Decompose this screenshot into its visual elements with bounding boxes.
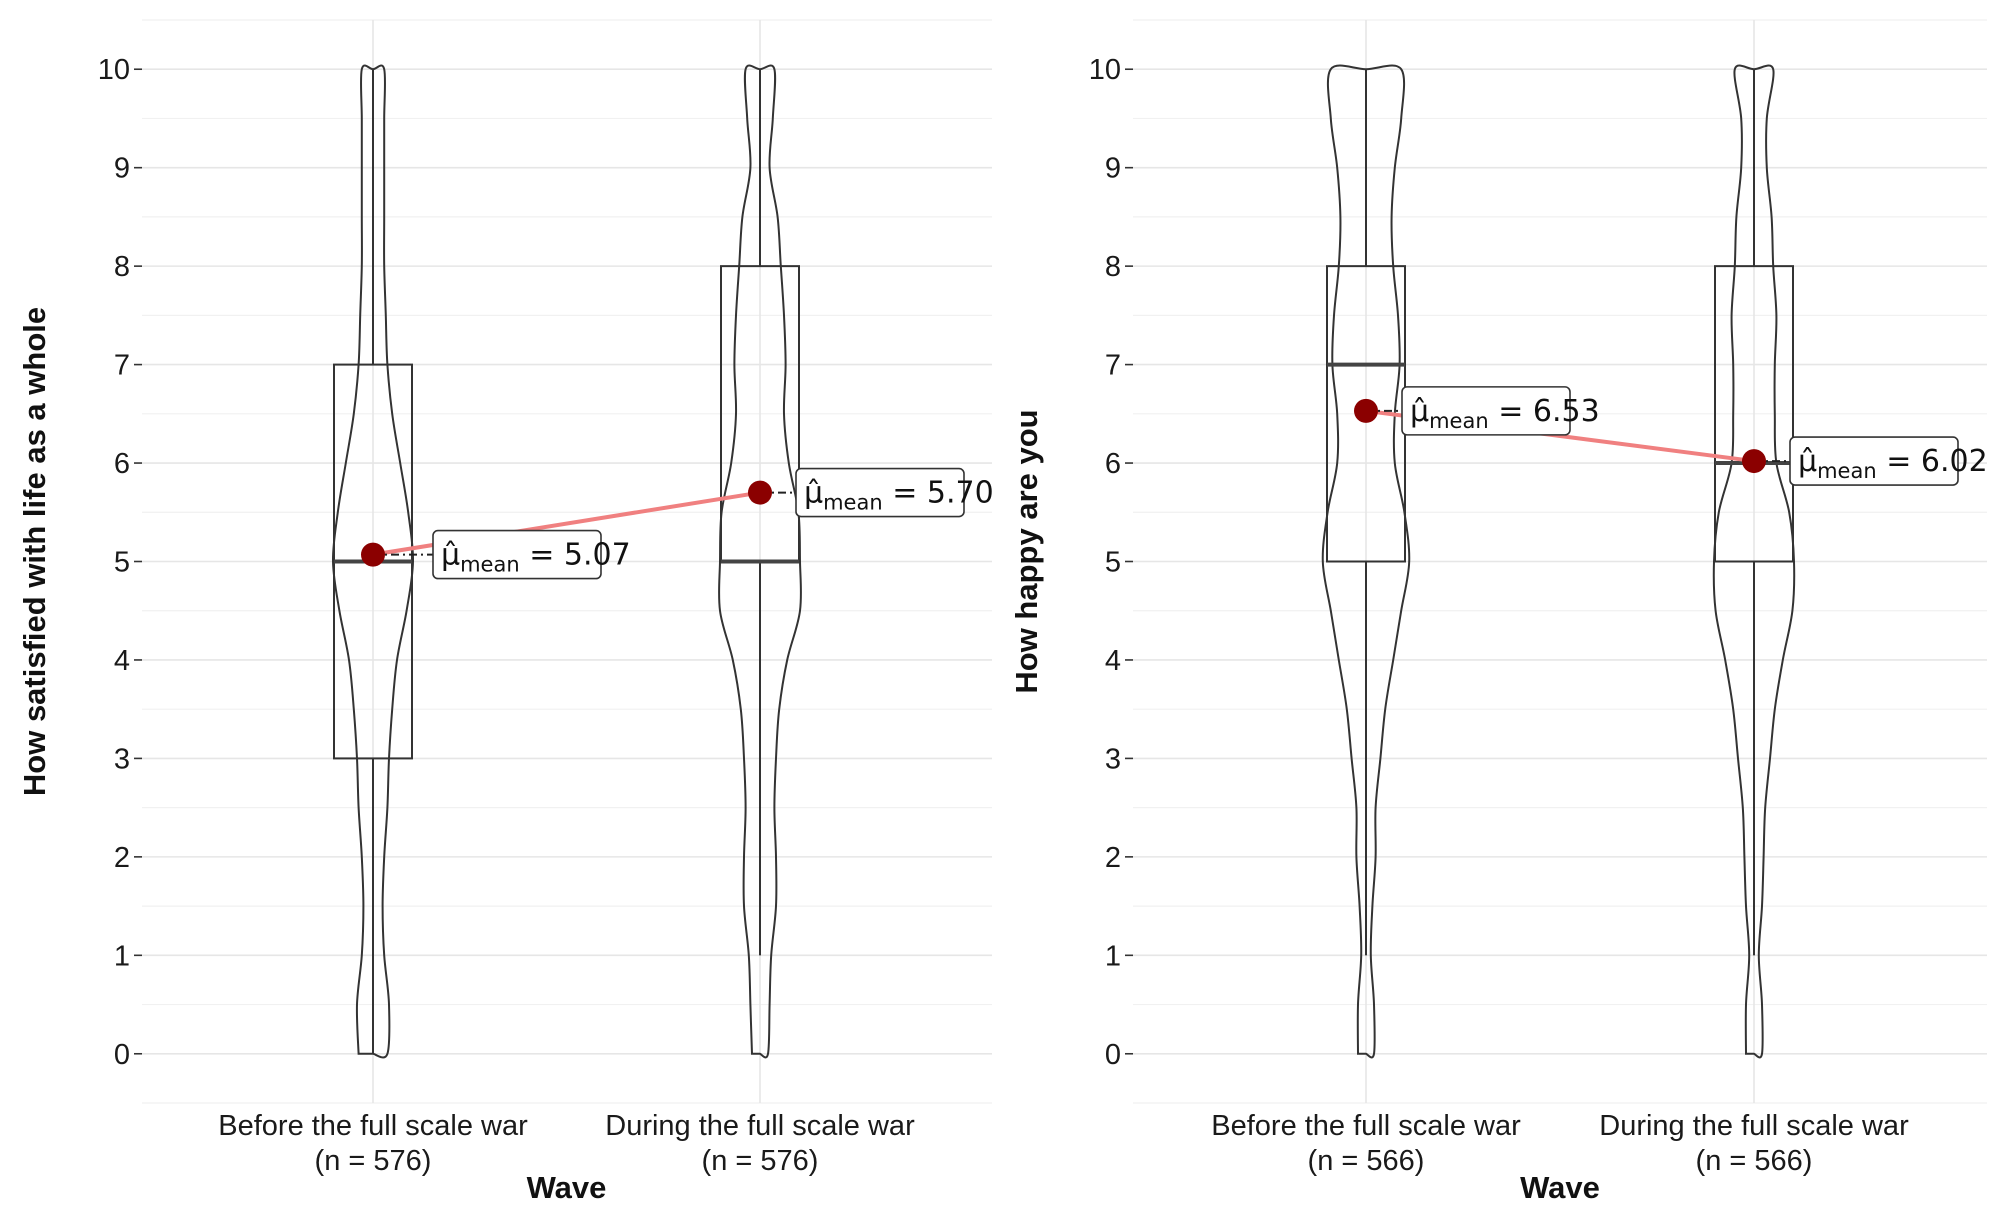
- y-tick-label: 1: [1105, 940, 1121, 972]
- x-category-label: Before the full scale war: [1211, 1110, 1521, 1142]
- y-tick-label: 8: [1105, 251, 1121, 283]
- x-category-label: During the full scale war: [1599, 1110, 1909, 1142]
- y-tick-label: 5: [114, 547, 130, 579]
- y-tick-label: 10: [1089, 54, 1121, 86]
- violin-shape: [331, 64, 415, 1059]
- y-tick-label: 6: [1105, 448, 1121, 480]
- x-category-n-label: (n = 566): [1308, 1145, 1425, 1177]
- y-tick-label: 4: [1105, 645, 1121, 677]
- y-tick-label: 0: [1105, 1039, 1121, 1071]
- x-category-n-label: (n = 566): [1696, 1145, 1813, 1177]
- y-tick-label: 4: [114, 645, 130, 677]
- y-tick-label: 1: [114, 940, 130, 972]
- y-tick-label: 2: [114, 842, 130, 874]
- mean-label-box: [1401, 386, 1571, 436]
- box-iqr: [1714, 265, 1794, 563]
- y-axis-title: How satisfied with life as a whole: [17, 307, 52, 796]
- mean-label: μ̂mean = 6.02: [1798, 444, 1988, 483]
- x-category-label: Before the full scale war: [218, 1110, 528, 1142]
- y-tick-label: 9: [114, 153, 130, 185]
- mean-label: μ̂mean = 6.53: [1410, 394, 1600, 433]
- violin-shape: [717, 64, 803, 1059]
- violin-shape: [1321, 64, 1411, 1059]
- mean-point: [748, 480, 772, 505]
- x-category-n-label: (n = 576): [315, 1145, 432, 1177]
- x-axis-title: Wave: [1520, 1170, 1600, 1205]
- y-tick-label: 3: [114, 743, 130, 775]
- mean-label-box: [1789, 436, 1959, 486]
- y-tick-label: 9: [1105, 153, 1121, 185]
- mean-point: [1354, 398, 1378, 423]
- violin-shape: [1712, 64, 1796, 1059]
- mean-label-box: [795, 467, 965, 518]
- x-axis-title: Wave: [527, 1170, 607, 1205]
- x-category-n-label: (n = 576): [702, 1145, 819, 1177]
- y-tick-label: 7: [114, 350, 130, 382]
- x-category-label: During the full scale war: [605, 1110, 915, 1142]
- y-tick-label: 10: [98, 54, 130, 86]
- y-tick-label: 6: [114, 448, 130, 480]
- y-axis-title: How happy are you: [1009, 409, 1044, 693]
- y-tick-label: 2: [1105, 842, 1121, 874]
- mean-label: μ̂mean = 5.70: [804, 476, 994, 515]
- y-tick-label: 0: [114, 1039, 130, 1071]
- y-tick-label: 8: [114, 251, 130, 283]
- y-tick-label: 5: [1105, 547, 1121, 579]
- mean-point: [361, 542, 385, 567]
- mean-label-box: [432, 529, 602, 580]
- mean-label: μ̂mean = 5.07: [441, 538, 631, 577]
- y-tick-label: 7: [1105, 350, 1121, 382]
- y-tick-label: 3: [1105, 743, 1121, 775]
- mean-point: [1742, 449, 1766, 474]
